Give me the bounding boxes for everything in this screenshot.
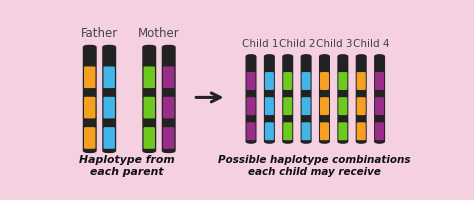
FancyBboxPatch shape [162,46,176,153]
FancyBboxPatch shape [282,55,293,144]
FancyBboxPatch shape [337,55,348,144]
FancyBboxPatch shape [246,98,255,116]
FancyBboxPatch shape [246,123,255,141]
Text: Haplotype from
each parent: Haplotype from each parent [79,154,175,176]
FancyBboxPatch shape [83,46,97,153]
FancyBboxPatch shape [102,46,116,153]
FancyBboxPatch shape [375,73,384,91]
FancyBboxPatch shape [320,123,329,141]
FancyBboxPatch shape [103,127,115,149]
FancyBboxPatch shape [283,73,292,91]
FancyBboxPatch shape [283,123,292,141]
FancyBboxPatch shape [265,73,274,91]
FancyBboxPatch shape [246,73,255,91]
FancyBboxPatch shape [338,73,347,91]
FancyBboxPatch shape [283,98,292,116]
FancyBboxPatch shape [301,55,311,144]
FancyBboxPatch shape [144,67,155,89]
Text: Mother: Mother [138,26,180,39]
FancyBboxPatch shape [163,67,174,89]
FancyBboxPatch shape [142,46,156,153]
Text: Child 4: Child 4 [353,39,389,49]
FancyBboxPatch shape [375,123,384,141]
FancyBboxPatch shape [84,127,95,149]
FancyBboxPatch shape [264,55,275,144]
Text: Child 2: Child 2 [279,39,316,49]
FancyBboxPatch shape [320,98,329,116]
FancyBboxPatch shape [103,97,115,119]
FancyBboxPatch shape [265,98,274,116]
FancyBboxPatch shape [338,98,347,116]
FancyBboxPatch shape [356,55,367,144]
FancyBboxPatch shape [144,97,155,119]
FancyBboxPatch shape [320,73,329,91]
FancyBboxPatch shape [84,97,95,119]
Text: Child 1: Child 1 [242,39,279,49]
Text: Child 3: Child 3 [316,39,352,49]
FancyBboxPatch shape [144,127,155,149]
FancyBboxPatch shape [163,127,174,149]
FancyBboxPatch shape [319,55,330,144]
FancyBboxPatch shape [374,55,385,144]
FancyBboxPatch shape [375,98,384,116]
FancyBboxPatch shape [301,73,310,91]
FancyBboxPatch shape [357,98,366,116]
FancyBboxPatch shape [246,55,256,144]
FancyBboxPatch shape [103,67,115,89]
FancyBboxPatch shape [357,123,366,141]
FancyBboxPatch shape [338,123,347,141]
FancyBboxPatch shape [301,98,310,116]
FancyBboxPatch shape [84,67,95,89]
FancyBboxPatch shape [265,123,274,141]
Text: Possible haplotype combinations
each child may receive: Possible haplotype combinations each chi… [219,154,411,176]
FancyBboxPatch shape [357,73,366,91]
FancyBboxPatch shape [163,97,174,119]
Text: Father: Father [81,26,118,39]
FancyBboxPatch shape [301,123,310,141]
